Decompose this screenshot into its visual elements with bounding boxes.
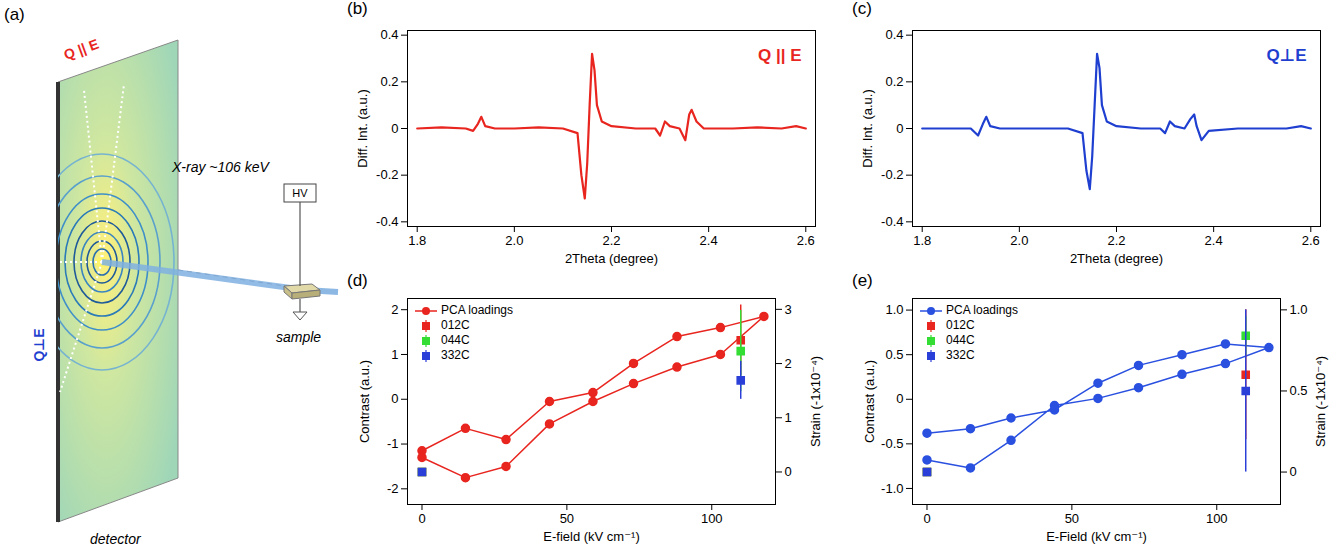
svg-text:Strain (-1x10⁻⁴): Strain (-1x10⁻⁴) — [1313, 356, 1328, 447]
svg-text:1.0: 1.0 — [885, 302, 903, 317]
svg-text:2.0: 2.0 — [505, 233, 523, 248]
svg-text:1: 1 — [785, 410, 792, 425]
svg-text:Q || E: Q || E — [758, 46, 802, 65]
svg-text:2.6: 2.6 — [1302, 233, 1320, 248]
svg-text:1.8: 1.8 — [408, 233, 426, 248]
svg-text:Strain (-1x10⁻⁴): Strain (-1x10⁻⁴) — [808, 356, 823, 447]
svg-text:-0.2: -0.2 — [881, 167, 903, 182]
svg-text:2: 2 — [785, 356, 792, 371]
svg-text:50: 50 — [560, 511, 574, 526]
svg-text:(a): (a) — [4, 5, 25, 24]
svg-text:Q⊥E: Q⊥E — [31, 328, 47, 361]
svg-text:1: 1 — [391, 347, 398, 362]
svg-text:Contrast (a.u.): Contrast (a.u.) — [357, 360, 372, 443]
svg-text:100: 100 — [701, 511, 723, 526]
svg-text:Q⊥E: Q⊥E — [1266, 46, 1306, 65]
svg-text:1.0: 1.0 — [1290, 302, 1308, 317]
html-text:(c): (c) — [852, 0, 872, 18]
svg-text:Q || E: Q || E — [62, 36, 101, 63]
svg-text:0.5: 0.5 — [1290, 383, 1308, 398]
svg-text:-1.0: -1.0 — [881, 481, 903, 496]
svg-text:0: 0 — [923, 511, 930, 526]
svg-text:Diff. Int. (a.u.): Diff. Int. (a.u.) — [355, 89, 370, 168]
html-text:012C: 012C — [946, 318, 975, 332]
svg-text:1.8: 1.8 — [913, 233, 931, 248]
svg-text:-0.5: -0.5 — [881, 436, 903, 451]
svg-text:0: 0 — [785, 464, 792, 479]
svg-text:2.4: 2.4 — [1205, 233, 1223, 248]
html-text:332C: 332C — [946, 348, 975, 362]
svg-text:0: 0 — [1290, 464, 1297, 479]
svg-text:-0.4: -0.4 — [376, 214, 398, 229]
svg-text:0: 0 — [391, 121, 398, 136]
svg-text:0.2: 0.2 — [885, 74, 903, 89]
svg-text:2: 2 — [391, 302, 398, 317]
svg-text:2Theta (degree): 2Theta (degree) — [1070, 251, 1163, 266]
html-text:(d): (d) — [347, 271, 368, 290]
svg-text:-2: -2 — [387, 481, 399, 496]
svg-text:0: 0 — [896, 391, 903, 406]
svg-text:0: 0 — [418, 511, 425, 526]
svg-text:2.0: 2.0 — [1010, 233, 1028, 248]
svg-text:X-ray ~106 keV: X-ray ~106 keV — [171, 159, 271, 175]
svg-text:HV: HV — [292, 187, 308, 199]
html-text:044C: 044C — [441, 333, 470, 347]
html-text:(e): (e) — [852, 271, 873, 290]
svg-text:2Theta (degree): 2Theta (degree) — [565, 251, 658, 266]
svg-text:0.5: 0.5 — [885, 347, 903, 362]
svg-text:-1: -1 — [387, 436, 399, 451]
svg-text:0.4: 0.4 — [380, 27, 398, 42]
svg-text:0.4: 0.4 — [885, 27, 903, 42]
html-text:(b): (b) — [347, 0, 368, 18]
svg-text:-0.2: -0.2 — [376, 167, 398, 182]
svg-text:Diff. Int. (a.u.): Diff. Int. (a.u.) — [860, 89, 875, 168]
svg-text:0: 0 — [391, 391, 398, 406]
svg-text:E-field (kV cm⁻¹): E-field (kV cm⁻¹) — [543, 529, 639, 544]
svg-text:0: 0 — [896, 121, 903, 136]
svg-text:-0.4: -0.4 — [881, 214, 903, 229]
html-text:332C: 332C — [441, 348, 470, 362]
svg-text:2.4: 2.4 — [700, 233, 718, 248]
svg-text:sample: sample — [276, 329, 321, 345]
svg-text:50: 50 — [1065, 511, 1079, 526]
svg-text:3: 3 — [785, 302, 792, 317]
svg-text:100: 100 — [1206, 511, 1228, 526]
svg-text:2.2: 2.2 — [602, 233, 620, 248]
html-text:PCA loadings: PCA loadings — [441, 303, 513, 317]
svg-text:0.2: 0.2 — [380, 74, 398, 89]
svg-text:2.6: 2.6 — [797, 233, 815, 248]
html-text:012C: 012C — [441, 318, 470, 332]
svg-text:2.2: 2.2 — [1107, 233, 1125, 248]
svg-text:E-Field (kV cm⁻¹): E-Field (kV cm⁻¹) — [1046, 529, 1147, 544]
svg-text:Contrast (a.u.): Contrast (a.u.) — [862, 360, 877, 443]
html-text:PCA loadings: PCA loadings — [946, 303, 1018, 317]
html-text:044C: 044C — [946, 333, 975, 347]
svg-text:detector: detector — [90, 531, 142, 547]
